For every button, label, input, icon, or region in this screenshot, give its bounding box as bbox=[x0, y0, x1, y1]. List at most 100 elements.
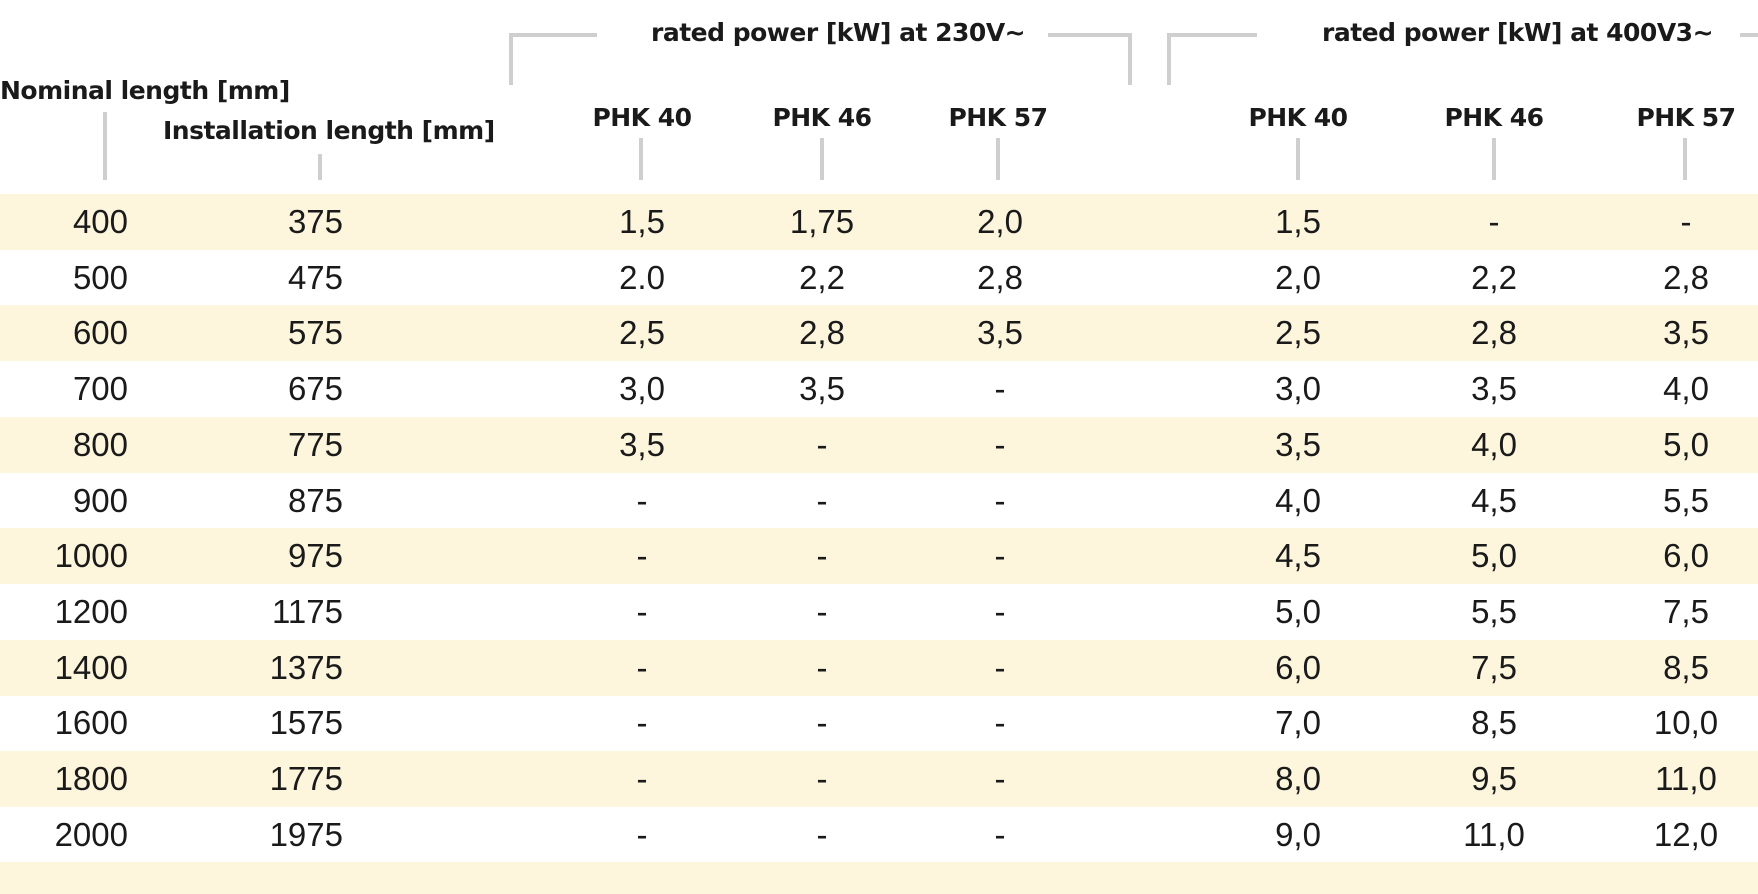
cell-230-phk46: - bbox=[816, 537, 828, 574]
cell-installation-length: 475 bbox=[287, 259, 343, 296]
col-head-230-phk57: PHK 57 bbox=[948, 103, 1048, 132]
cell-230-phk40: 1,5 bbox=[619, 203, 665, 240]
cell-400-phk40: 5,0 bbox=[1275, 593, 1321, 630]
cell-230-phk40: - bbox=[636, 537, 648, 574]
tick-400-phk46 bbox=[1492, 138, 1496, 180]
cell-400-phk40: 2,5 bbox=[1275, 314, 1321, 351]
cell-400-phk40: 6,0 bbox=[1275, 649, 1321, 686]
header-installation-length: Installation length [mm] bbox=[163, 116, 495, 145]
bracket-230v-top-right bbox=[1048, 33, 1132, 37]
cell-230-phk40: - bbox=[636, 816, 648, 853]
cell-nominal-length: 600 bbox=[72, 314, 128, 351]
cell-230-phk40: 3,5 bbox=[619, 426, 665, 463]
col-head-230-phk46: PHK 46 bbox=[772, 103, 872, 132]
cell-nominal-length: 1200 bbox=[54, 593, 128, 630]
bracket-230v-right bbox=[1128, 33, 1132, 85]
cell-400-phk46: 5,0 bbox=[1471, 537, 1517, 574]
cell-230-phk40: - bbox=[636, 649, 648, 686]
cell-230-phk57: - bbox=[994, 370, 1006, 407]
cell-nominal-length: 800 bbox=[72, 426, 128, 463]
cell-230-phk57: - bbox=[994, 537, 1006, 574]
table-row: 2000 1975 - - - 9,0 11,0 12,0 bbox=[0, 807, 1758, 863]
cell-400-phk57: 2,8 bbox=[1663, 259, 1709, 296]
cell-400-phk57: 5,0 bbox=[1663, 426, 1709, 463]
cell-400-phk40: 3,5 bbox=[1275, 426, 1321, 463]
table-footer-band bbox=[0, 862, 1758, 894]
cell-230-phk46: 2,8 bbox=[799, 314, 845, 351]
cell-230-phk46: - bbox=[816, 816, 828, 853]
cell-400-phk46: 2,2 bbox=[1471, 259, 1517, 296]
table-row: 600 575 2,5 2,8 3,5 2,5 2,8 3,5 bbox=[0, 305, 1758, 361]
group-title-230v: rated power [kW] at 230V~ bbox=[651, 18, 1026, 47]
col-head-400-phk46: PHK 46 bbox=[1444, 103, 1544, 132]
cell-400-phk40: 1,5 bbox=[1275, 203, 1321, 240]
cell-installation-length: 375 bbox=[287, 203, 343, 240]
cell-230-phk57: - bbox=[994, 426, 1006, 463]
cell-400-phk40: 4,5 bbox=[1275, 537, 1321, 574]
cell-230-phk40: 2.0 bbox=[619, 259, 665, 296]
cell-230-phk40: 2,5 bbox=[619, 314, 665, 351]
cell-400-phk46: 5,5 bbox=[1471, 593, 1517, 630]
cell-230-phk46: - bbox=[816, 482, 828, 519]
cell-400-phk40: 2,0 bbox=[1275, 259, 1321, 296]
cell-230-phk57: - bbox=[994, 816, 1006, 853]
group-title-400v: rated power [kW] at 400V3~ bbox=[1322, 18, 1714, 47]
cell-400-phk46: 11,0 bbox=[1463, 816, 1525, 853]
col-head-400-phk57: PHK 57 bbox=[1636, 103, 1736, 132]
cell-400-phk57: 8,5 bbox=[1663, 649, 1709, 686]
cell-230-phk57: - bbox=[994, 760, 1006, 797]
bracket-400v-top-right bbox=[1740, 33, 1758, 37]
cell-400-phk40: 3,0 bbox=[1275, 370, 1321, 407]
tick-230-phk57 bbox=[996, 138, 1000, 180]
table-row: 1400 1375 - - - 6,0 7,5 8,5 bbox=[0, 640, 1758, 696]
cell-installation-length: 575 bbox=[287, 314, 343, 351]
cell-400-phk46: 3,5 bbox=[1471, 370, 1517, 407]
cell-400-phk57: 7,5 bbox=[1663, 593, 1709, 630]
bracket-400v-left bbox=[1167, 33, 1171, 85]
cell-230-phk57: 2,0 bbox=[977, 203, 1023, 240]
cell-400-phk57: 11,0 bbox=[1655, 760, 1717, 797]
cell-nominal-length: 1600 bbox=[54, 704, 128, 741]
cell-230-phk40: - bbox=[636, 593, 648, 630]
cell-400-phk57: 3,5 bbox=[1663, 314, 1709, 351]
cell-230-phk46: - bbox=[816, 760, 828, 797]
cell-230-phk46: - bbox=[816, 704, 828, 741]
cell-230-phk57: - bbox=[994, 649, 1006, 686]
cell-nominal-length: 900 bbox=[72, 482, 128, 519]
cell-nominal-length: 1400 bbox=[54, 649, 128, 686]
cell-nominal-length: 1800 bbox=[54, 760, 128, 797]
cell-400-phk40: 9,0 bbox=[1275, 816, 1321, 853]
table-row: 800 775 3,5 - - 3,5 4,0 5,0 bbox=[0, 417, 1758, 473]
cell-400-phk57: - bbox=[1680, 203, 1692, 240]
cell-400-phk57: 4,0 bbox=[1663, 370, 1709, 407]
cell-installation-length: 1175 bbox=[272, 593, 343, 630]
cell-nominal-length: 500 bbox=[72, 259, 128, 296]
cell-230-phk57: - bbox=[994, 593, 1006, 630]
col-head-230-phk40: PHK 40 bbox=[592, 103, 692, 132]
cell-230-phk46: 3,5 bbox=[799, 370, 845, 407]
cell-230-phk40: 3,0 bbox=[619, 370, 665, 407]
cell-400-phk46: 8,5 bbox=[1471, 704, 1517, 741]
cell-installation-length: 875 bbox=[287, 482, 343, 519]
cell-400-phk46: 7,5 bbox=[1471, 649, 1517, 686]
cell-230-phk57: - bbox=[994, 482, 1006, 519]
cell-400-phk40: 4,0 bbox=[1275, 482, 1321, 519]
cell-nominal-length: 400 bbox=[72, 203, 128, 240]
cell-230-phk57: 3,5 bbox=[977, 314, 1023, 351]
cell-400-phk57: 5,5 bbox=[1663, 482, 1709, 519]
tick-230-phk46 bbox=[820, 138, 824, 180]
cell-230-phk46: - bbox=[816, 649, 828, 686]
cell-installation-length: 675 bbox=[287, 370, 343, 407]
table-row: 900 875 - - - 4,0 4,5 5,5 bbox=[0, 473, 1758, 529]
cell-230-phk57: 2,8 bbox=[977, 259, 1023, 296]
cell-installation-length: 1575 bbox=[269, 704, 343, 741]
cell-230-phk46: - bbox=[816, 593, 828, 630]
cell-230-phk40: - bbox=[636, 704, 648, 741]
col-head-400-phk40: PHK 40 bbox=[1248, 103, 1348, 132]
tick-installation bbox=[318, 154, 322, 180]
cell-nominal-length: 1000 bbox=[54, 537, 128, 574]
table-row: 500 475 2.0 2,2 2,8 2,0 2,2 2,8 bbox=[0, 250, 1758, 306]
cell-400-phk57: 10,0 bbox=[1653, 704, 1719, 741]
cell-nominal-length: 700 bbox=[72, 370, 128, 407]
cell-400-phk40: 8,0 bbox=[1275, 760, 1321, 797]
